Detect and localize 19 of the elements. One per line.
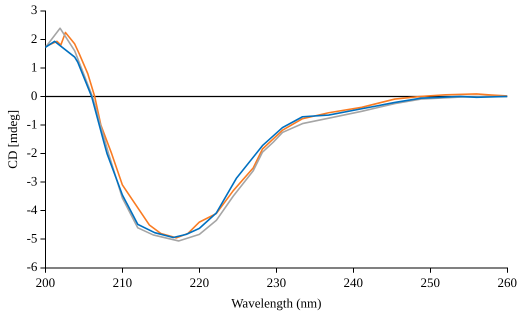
y-tick-label: 1 <box>30 59 38 74</box>
y-tick-label: -6 <box>26 259 38 274</box>
y-tick-label: -5 <box>26 230 38 246</box>
y-axis-title: CD [mdeg] <box>5 110 20 169</box>
x-tick-label: 220 <box>190 275 210 290</box>
x-tick-label: 240 <box>344 275 364 290</box>
x-tick-label: 260 <box>498 275 517 290</box>
y-tick-label: 2 <box>30 30 38 46</box>
x-axis-title: Wavelength (nm) <box>231 296 322 311</box>
y-tick-label: -1 <box>26 116 38 132</box>
x-tick-label: 200 <box>36 275 56 290</box>
y-tick-label: 3 <box>30 2 38 18</box>
y-tick-label: -4 <box>26 202 38 218</box>
x-tick-label: 210 <box>112 275 132 290</box>
y-tick-label: -2 <box>26 145 38 160</box>
x-tick-label: 230 <box>266 275 286 290</box>
x-tick-label: 250 <box>420 275 440 290</box>
y-tick-label: -3 <box>26 174 38 189</box>
y-tick-label: 0 <box>30 88 38 103</box>
